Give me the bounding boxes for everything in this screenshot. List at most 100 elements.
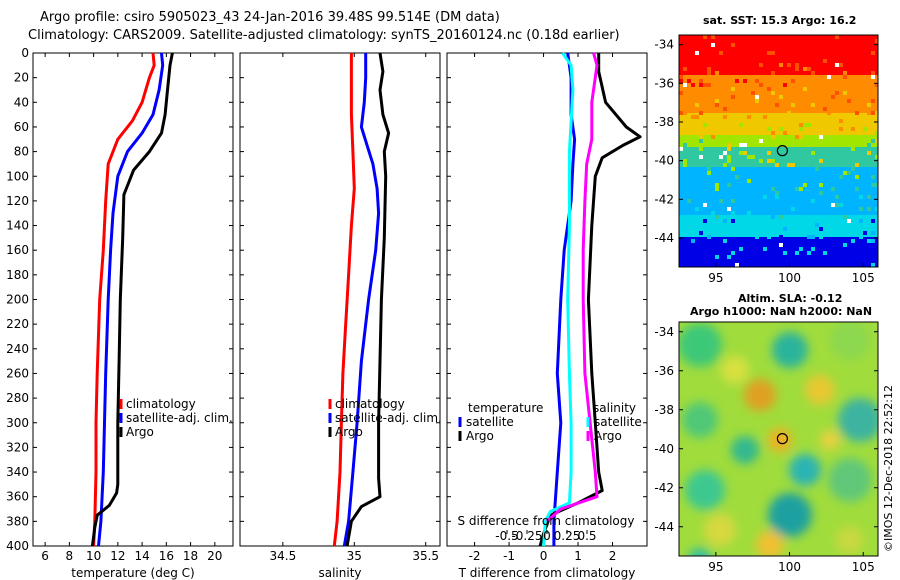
sst-pixel — [683, 163, 687, 167]
sst-pixel — [707, 67, 711, 71]
sst-pixel — [843, 243, 847, 247]
sst-pixel — [715, 99, 719, 103]
sst-pixel — [855, 63, 859, 67]
sst-pixel — [703, 247, 707, 251]
sst-pixel — [703, 203, 707, 207]
sst-pixel — [807, 59, 811, 63]
sst-pixel — [747, 39, 751, 43]
sst-pixel — [803, 87, 807, 91]
sst-pixel — [707, 83, 711, 87]
sst-pixel — [847, 255, 851, 259]
secondary-tick-label: 0.25 — [554, 529, 581, 543]
map-x-tick-label: 105 — [852, 560, 875, 574]
x-tick-label: 1 — [574, 549, 582, 563]
sst-pixel — [795, 187, 799, 191]
sst-pixel — [691, 47, 695, 51]
sst-pixel — [859, 235, 863, 239]
sst-pixel — [855, 111, 859, 115]
sst-pixel — [811, 35, 815, 39]
sst-pixel — [683, 227, 687, 231]
sst-pixel — [687, 127, 691, 131]
sst-pixel — [771, 91, 775, 95]
sst-pixel — [771, 159, 775, 163]
y-tick-label: 300 — [6, 416, 29, 430]
sst-pixel — [783, 207, 787, 211]
sst-pixel — [755, 79, 759, 83]
map-y-tick-label: -36 — [654, 76, 674, 90]
sst-pixel — [787, 39, 791, 43]
sst-pixel — [691, 211, 695, 215]
sst-pixel — [875, 183, 878, 187]
sst-pixel — [819, 35, 823, 39]
sst-pixel — [807, 67, 811, 71]
sst-pixel — [711, 75, 715, 79]
sst-pixel — [807, 35, 811, 39]
sst-pixel — [735, 263, 739, 267]
sst-pixel — [811, 51, 815, 55]
series-line-s-satellite — [542, 52, 575, 547]
sst-pixel — [803, 263, 807, 267]
legend-title: salinity — [593, 401, 636, 415]
sst-pixel — [863, 43, 867, 47]
sst-pixel — [787, 263, 791, 267]
profile-panel-3: -2 -1 0 1 2 T difference from climatology temp… — [446, 52, 648, 580]
sst-pixel — [847, 207, 851, 211]
y-tick-label: 180 — [6, 268, 29, 282]
series-line-argo — [90, 52, 174, 547]
map-x-tick-label: 100 — [778, 560, 801, 574]
sst-pixel — [823, 147, 827, 151]
sst-pixel — [731, 43, 735, 47]
sst-pixel — [763, 195, 767, 199]
x-tick-label: 35.5 — [412, 549, 439, 563]
sst-pixel — [727, 255, 731, 259]
sst-pixel — [811, 103, 815, 107]
sst-pixel — [707, 103, 711, 107]
sst-pixel — [779, 63, 783, 67]
map-y-tick-label: -40 — [654, 154, 674, 168]
sst-pixel — [771, 71, 775, 75]
sst-pixel — [739, 151, 743, 155]
sst-pixel — [699, 155, 703, 159]
sst-pixel — [875, 131, 878, 135]
sst-pixel — [691, 71, 695, 75]
sst-pixel — [723, 107, 727, 111]
sst-pixel — [819, 191, 823, 195]
sst-pixel — [863, 35, 867, 39]
sla-eddy — [830, 322, 870, 360]
sst-pixel — [855, 39, 859, 43]
panel-frame — [446, 52, 648, 547]
sst-pixel — [727, 55, 731, 59]
sst-pixel — [747, 123, 751, 127]
sst-pixel — [735, 79, 739, 83]
sst-pixel — [679, 107, 683, 111]
sst-pixel — [779, 207, 783, 211]
secondary-tick-label: -0.5 — [495, 529, 518, 543]
sst-pixel — [759, 83, 763, 87]
sst-pixel — [835, 203, 839, 207]
sst-pixel — [719, 123, 723, 127]
figure-title-line2: Climatology: CARS2009. Satellite-adjuste… — [28, 28, 620, 43]
sst-pixel — [799, 135, 803, 139]
sst-pixel — [871, 71, 875, 75]
map-x-tick-label: 100 — [778, 271, 801, 285]
series-line-climatology — [92, 52, 156, 547]
sst-pixel — [679, 103, 683, 107]
sst-pixel — [699, 135, 703, 139]
sst-pixel — [683, 79, 687, 83]
sst-pixel — [843, 75, 847, 79]
x-tick-label: 6 — [41, 549, 49, 563]
map-y-tick-label: -34 — [654, 38, 674, 52]
sst-pixel — [739, 143, 743, 147]
y-tick-label: 380 — [6, 514, 29, 528]
sst-pixel — [695, 103, 699, 107]
sst-pixel — [795, 127, 799, 131]
sst-pixel — [767, 183, 771, 187]
sla-eddy — [768, 428, 792, 452]
sst-pixel — [843, 263, 847, 267]
sst-pixel — [679, 79, 683, 83]
sst-pixel — [871, 175, 875, 179]
sst-pixel — [703, 35, 707, 39]
sst-pixel — [819, 227, 823, 231]
sst-pixel — [699, 147, 703, 151]
sst-pixel — [859, 39, 863, 43]
